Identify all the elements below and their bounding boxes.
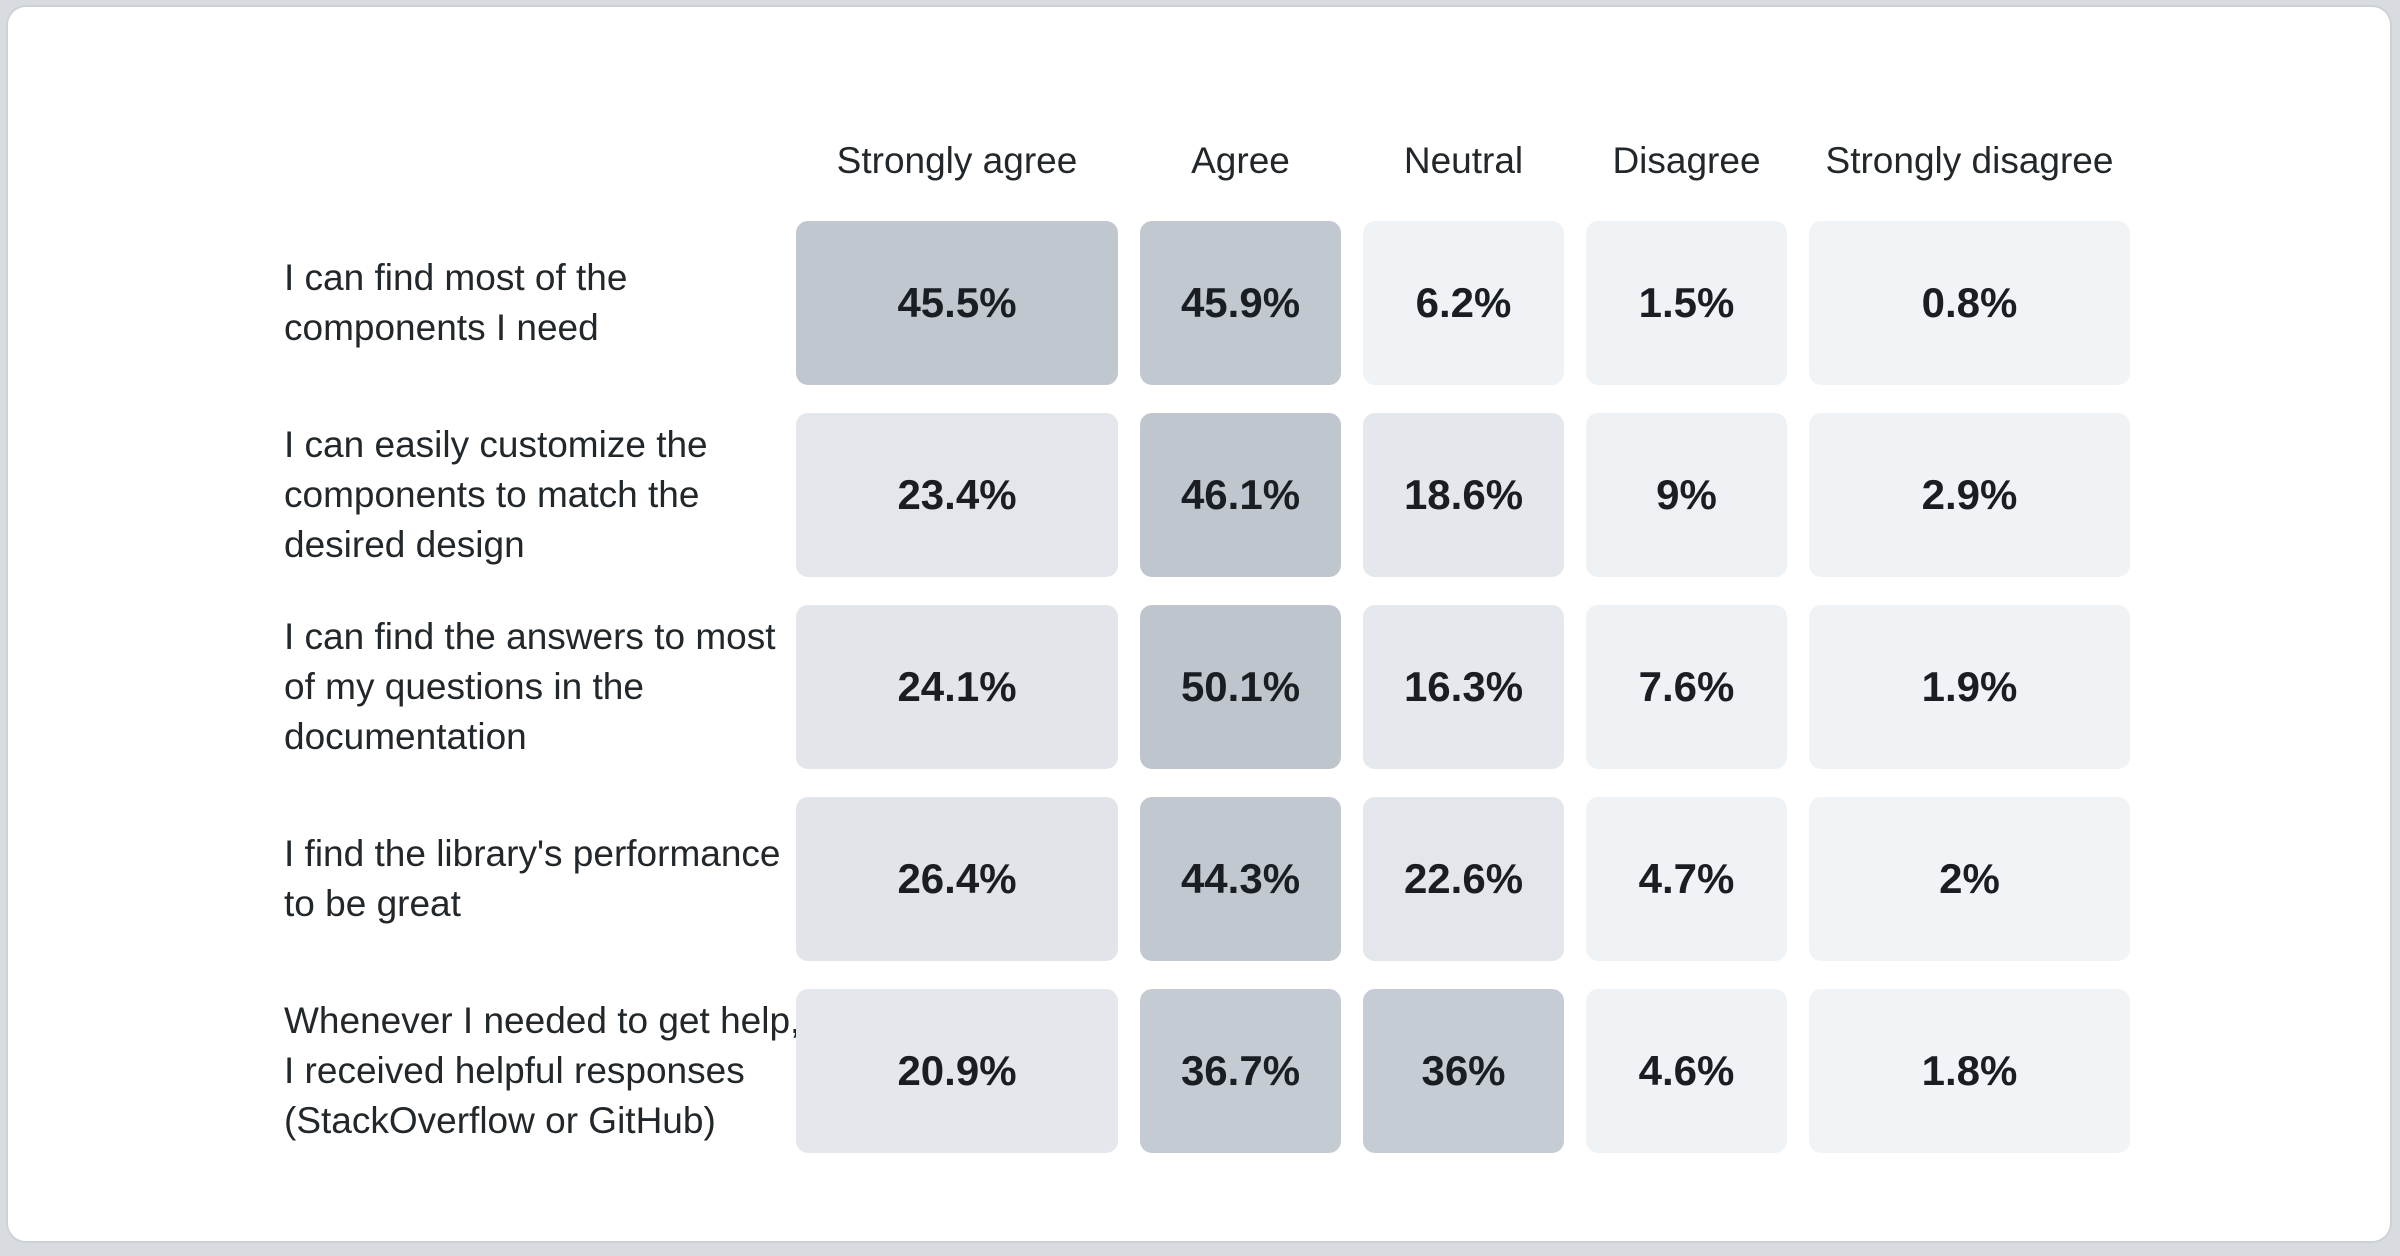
heatmap-cell: 24.1%: [796, 605, 1118, 769]
heatmap-cell: 36%: [1363, 989, 1564, 1153]
heatmap-cell: 45.9%: [1140, 221, 1341, 385]
corner-spacer: [284, 129, 774, 193]
heatmap-cell: 6.2%: [1363, 221, 1564, 385]
row-label-line: I can find the answers to most: [284, 616, 776, 657]
heatmap-cell: 50.1%: [1140, 605, 1341, 769]
heatmap-cell: 2.9%: [1809, 413, 2130, 577]
row-label: Whenever I needed to get help, I receive…: [284, 989, 801, 1153]
column-header-disagree: Disagree: [1612, 140, 1761, 181]
heatmap-cell: 20.9%: [796, 989, 1118, 1153]
heatmap-cell: 22.6%: [1363, 797, 1564, 961]
heatmap-cell: 1.8%: [1809, 989, 2130, 1153]
heatmap-cell: 36.7%: [1140, 989, 1341, 1153]
heatmap-cell: 46.1%: [1140, 413, 1341, 577]
likert-heatmap: Strongly agree Agree Neutral Disagree St…: [284, 129, 2130, 1153]
row-label: I can find the answers to most of my que…: [284, 605, 776, 769]
column-header-agree: Agree: [1191, 140, 1290, 181]
row-label-line: desired design: [284, 524, 525, 565]
heatmap-cell: 26.4%: [796, 797, 1118, 961]
heatmap-cell: 0.8%: [1809, 221, 2130, 385]
heatmap-cell: 2%: [1809, 797, 2130, 961]
heatmap-cell: 23.4%: [796, 413, 1118, 577]
row-label-line: I can easily customize the: [284, 424, 708, 465]
row-label: I can easily customize the components to…: [284, 413, 774, 577]
heatmap-cell: 45.5%: [796, 221, 1118, 385]
heatmap-cell: 4.7%: [1586, 797, 1787, 961]
heatmap-cell: 1.9%: [1809, 605, 2130, 769]
heatmap-cell: 16.3%: [1363, 605, 1564, 769]
row-label-line: to be great: [284, 883, 461, 924]
row-label-line: Whenever I needed to get help,: [284, 1000, 801, 1041]
heatmap-cell: 18.6%: [1363, 413, 1564, 577]
row-label-line: I can find most of the: [284, 257, 628, 298]
row-label-line: I find the library's performance: [284, 833, 781, 874]
row-label-line: (StackOverflow or GitHub): [284, 1100, 716, 1141]
heatmap-cell: 1.5%: [1586, 221, 1787, 385]
column-header-strongly-disagree: Strongly disagree: [1825, 140, 2114, 181]
row-label-line: documentation: [284, 716, 527, 757]
column-header-strongly-agree: Strongly agree: [836, 140, 1078, 181]
heatmap-cell: 44.3%: [1140, 797, 1341, 961]
heatmap-cell: 7.6%: [1586, 605, 1787, 769]
row-label-line: of my questions in the: [284, 666, 644, 707]
survey-results-card: Strongly agree Agree Neutral Disagree St…: [6, 5, 2392, 1243]
row-label: I find the library's performance to be g…: [284, 797, 781, 961]
heatmap-cell: 9%: [1586, 413, 1787, 577]
row-label-line: I received helpful responses: [284, 1050, 745, 1091]
row-label: I can find most of the components I need: [284, 221, 774, 385]
heatmap-cell: 4.6%: [1586, 989, 1787, 1153]
row-label-line: components I need: [284, 307, 599, 348]
row-label-line: components to match the: [284, 474, 700, 515]
column-header-neutral: Neutral: [1403, 140, 1524, 181]
